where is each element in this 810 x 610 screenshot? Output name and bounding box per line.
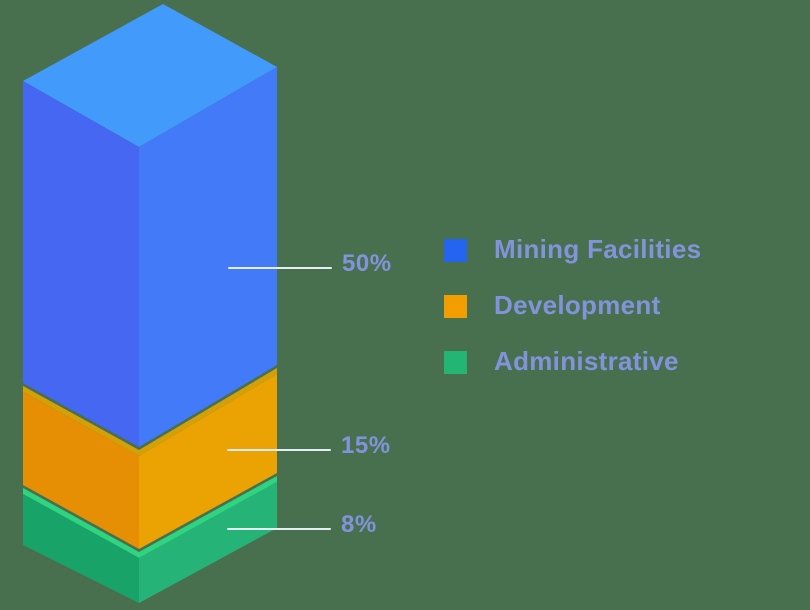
callout-line xyxy=(228,267,332,269)
legend-swatch-administrative xyxy=(444,351,467,374)
callout-line xyxy=(227,528,331,530)
legend-item-administrative: Administrative xyxy=(444,346,701,376)
legend-item-label: Administrative xyxy=(494,346,679,376)
callout-administrative: 8% xyxy=(227,511,377,543)
segment-administrative-rim-left xyxy=(23,488,139,558)
segment-mining-facilities-right-face xyxy=(139,67,277,447)
callout-value-label: 15% xyxy=(341,432,391,459)
callout-line xyxy=(227,449,331,451)
segment-development-right-face xyxy=(139,374,277,549)
legend: Mining Facilities Development Administra… xyxy=(444,234,701,376)
segment-development-rim-left xyxy=(23,386,139,456)
legend-item-label: Mining Facilities xyxy=(494,234,702,264)
callout-value-label: 8% xyxy=(341,511,377,538)
segment-administrative-left-face xyxy=(23,494,139,603)
legend-swatch-rect xyxy=(444,351,467,374)
legend-swatch-rect xyxy=(444,295,467,318)
segment-administrative-rim-right xyxy=(139,476,277,558)
segment-mining-facilities-left-face xyxy=(23,81,139,447)
legend-swatch-rect xyxy=(444,239,467,262)
segment-development-rim-right xyxy=(139,368,277,456)
legend-item-development: Development xyxy=(444,290,701,320)
segment-administrative-right-face xyxy=(139,482,277,603)
legend-swatch-development xyxy=(444,295,467,318)
segment-development-left-face xyxy=(23,392,139,549)
callout-development: 15% xyxy=(227,432,391,464)
legend-swatch-mining-facilities xyxy=(444,239,467,262)
legend-item-label: Development xyxy=(494,290,661,320)
callout-mining-facilities: 50% xyxy=(228,250,392,282)
callout-value-label: 50% xyxy=(342,250,392,277)
segment-mining-facilities-top-face xyxy=(23,4,277,147)
legend-item-mining-facilities: Mining Facilities xyxy=(444,234,701,264)
